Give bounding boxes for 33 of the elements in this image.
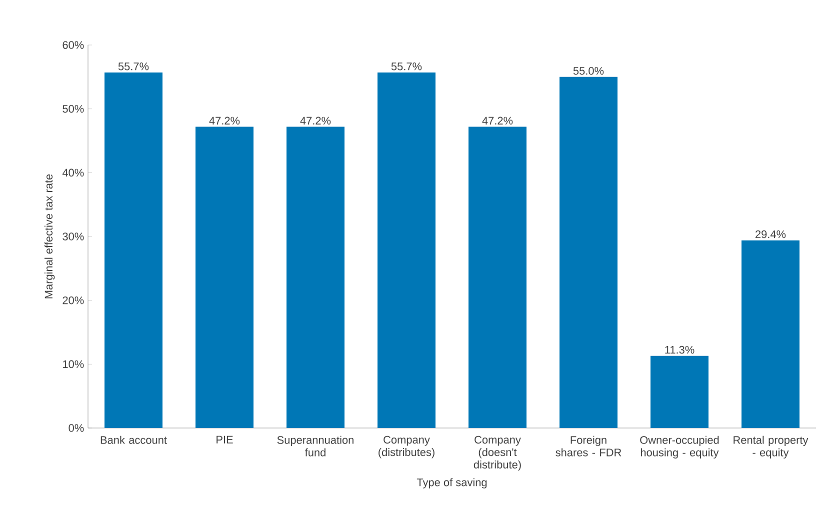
y-tick-label: 60% — [62, 41, 84, 49]
x-tick-label: Company (distributes) — [378, 436, 434, 458]
y-tick-label: 0% — [68, 424, 84, 432]
bar — [650, 356, 709, 428]
data-label: 55.0% — [573, 66, 604, 75]
x-axis-title: Type of saving — [416, 478, 487, 488]
bar — [468, 126, 527, 428]
bar — [286, 126, 345, 428]
data-label: 11.3% — [665, 346, 694, 354]
y-tick-label: 40% — [62, 168, 84, 177]
data-label: 47.2% — [209, 116, 240, 125]
bar — [104, 72, 162, 428]
bar — [196, 126, 254, 428]
x-tick-label: Foreign shares - FDR — [556, 436, 622, 456]
bar — [742, 240, 800, 428]
x-tick-label: Company (doesn't distribute) — [474, 436, 521, 471]
x-tick-label: Owner-occupied housing - equity — [640, 436, 719, 459]
x-tick-label: Superannuation fund — [277, 436, 354, 456]
y-tick-label: 10% — [63, 360, 84, 368]
bar — [560, 76, 618, 428]
y-tick-label: 50% — [62, 104, 84, 113]
y-tick-label: 20% — [62, 296, 84, 304]
y-axis-title: Marginal effective tax rate — [44, 174, 55, 298]
data-label: 47.2% — [300, 116, 331, 125]
data-label: 55.7% — [391, 62, 422, 70]
y-tick-label: 30% — [62, 232, 84, 240]
bar — [378, 72, 436, 428]
x-tick-label: Rental property - equity — [734, 436, 808, 459]
data-label: 47.2% — [482, 116, 513, 125]
x-tick-label: Bank account — [100, 436, 167, 444]
data-label: 55.7% — [118, 62, 149, 70]
data-label: 29.4% — [756, 230, 786, 238]
x-tick-label: PIE — [216, 436, 233, 444]
